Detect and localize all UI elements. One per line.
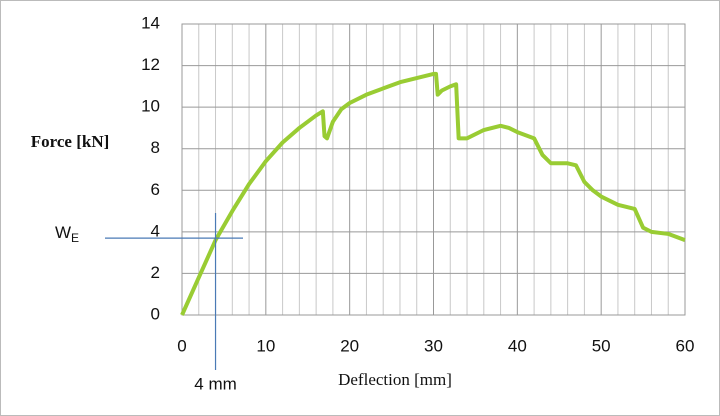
annotation-label: 4 mm <box>194 374 237 393</box>
y-tick-label: 8 <box>151 138 160 157</box>
y-tick-label: 14 <box>141 13 160 32</box>
annotation-text: W <box>55 224 71 243</box>
x-tick-label: 50 <box>592 336 611 355</box>
x-tick-label: 20 <box>340 336 359 355</box>
x-tick-label: 60 <box>676 336 695 355</box>
y-tick-label: 2 <box>151 263 160 282</box>
x-tick-label: 40 <box>508 336 527 355</box>
y-tick-label: 12 <box>141 55 160 74</box>
plot-border <box>181 23 686 316</box>
x-tick-label: 30 <box>424 336 443 355</box>
data-line <box>180 71 686 316</box>
y-tick-label: 6 <box>151 180 160 199</box>
x-tick-label: 0 <box>177 336 186 355</box>
annotation-subscript: E <box>71 231 79 245</box>
y-tick-label: 4 <box>151 221 160 240</box>
x-axis-label: Deflection [mm] <box>338 370 452 389</box>
y-axis-label: Force [kN] <box>31 132 110 151</box>
y-tick-label: 10 <box>141 97 160 116</box>
annotation-label: WE <box>55 224 79 246</box>
x-tick-label: 10 <box>256 336 275 355</box>
y-tick-label: 0 <box>151 304 160 323</box>
